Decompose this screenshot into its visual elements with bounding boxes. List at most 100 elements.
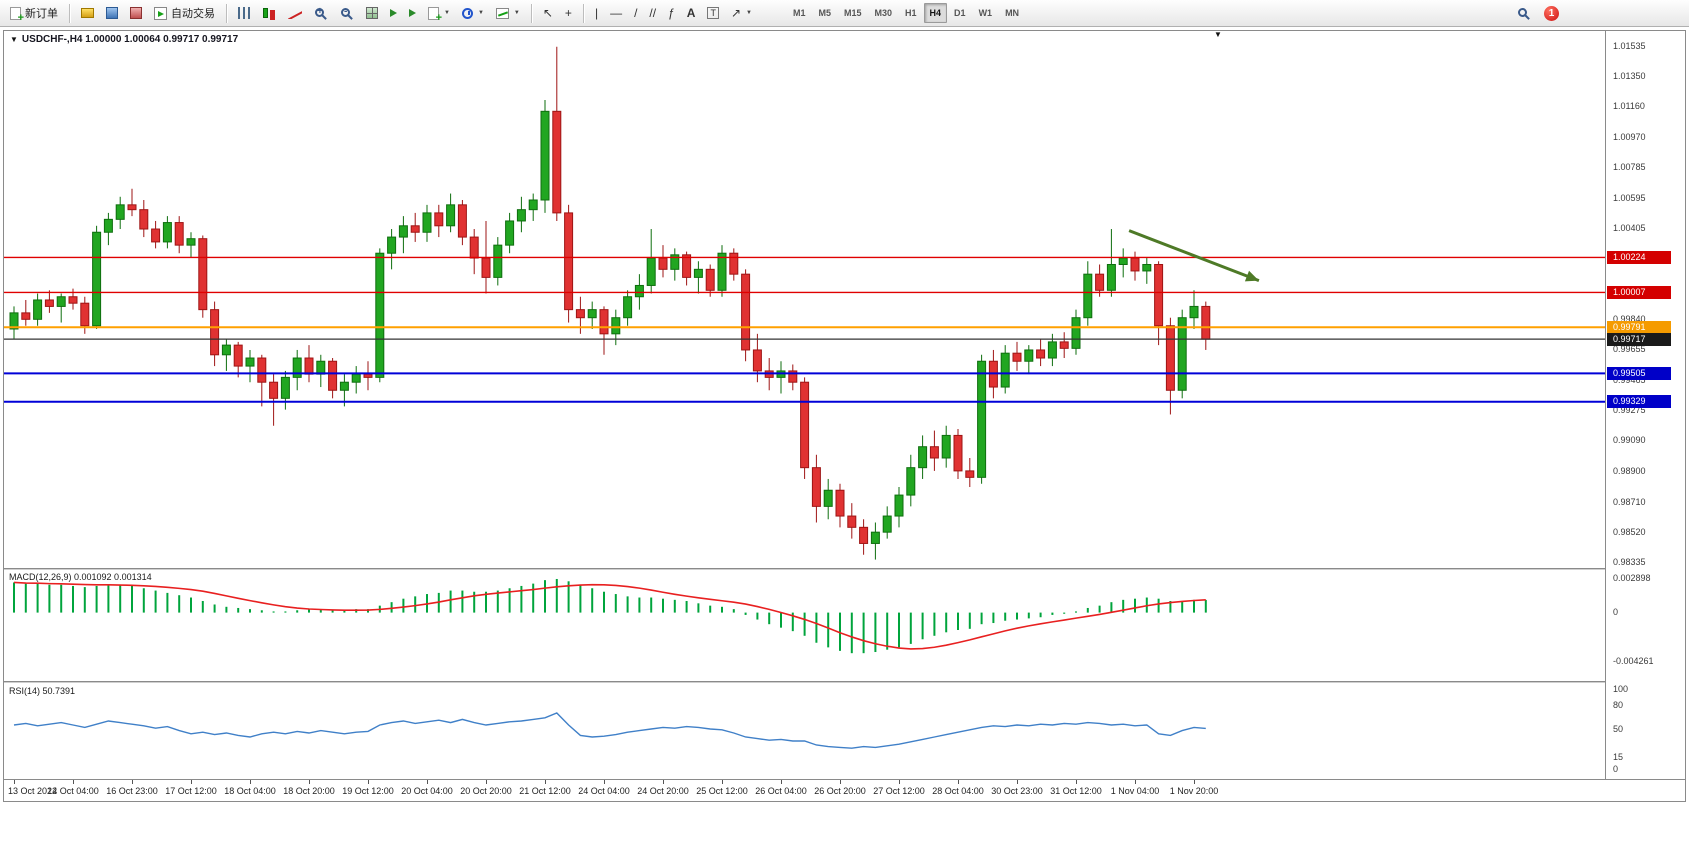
- toolbar-separator: [226, 3, 227, 23]
- timeframe-w1-button[interactable]: W1: [978, 8, 993, 18]
- auto-trading-icon: [154, 6, 167, 20]
- cursor-button[interactable]: ↖: [538, 3, 558, 24]
- rsi-panel[interactable]: [4, 683, 1605, 777]
- chevron-down-icon: ▼: [477, 10, 484, 16]
- search-button[interactable]: [1512, 3, 1536, 24]
- price-axis[interactable]: 1.01535 1.01350 1.01160 1.00970 1.00785 1.005…: [1605, 31, 1685, 779]
- timeframe-group: M1 M5 M15 M30 H1 H4 D1 W1 MN: [787, 3, 1025, 23]
- crosshair-icon: +: [564, 6, 572, 20]
- bar-chart-button[interactable]: [233, 3, 256, 24]
- toolbar-separator: [582, 3, 584, 23]
- crosshair-button[interactable]: +: [560, 3, 577, 24]
- new-order-icon: [10, 6, 24, 24]
- price-axis-label: 0.99655: [1613, 344, 1646, 355]
- horizontal-line-button[interactable]: —: [605, 3, 627, 24]
- time-axis-label: 20 Oct 20:00: [460, 786, 512, 796]
- main-price-chart[interactable]: [4, 31, 1605, 568]
- arrows-button[interactable]: ↗ ▼: [726, 3, 757, 24]
- rsi-axis-label: 50: [1613, 724, 1624, 734]
- macd-panel[interactable]: [4, 570, 1605, 682]
- one-click-trading-icon[interactable]: ▼: [10, 35, 18, 44]
- horizontal-level-lines[interactable]: [4, 256, 1605, 403]
- candlestick-chart-button[interactable]: [258, 3, 281, 24]
- time-axis-tick: [958, 780, 959, 784]
- time-axis-label: 18 Oct 20:00: [283, 786, 335, 796]
- line-chart-button[interactable]: [283, 3, 307, 24]
- time-axis-tick: [73, 780, 74, 784]
- price-level-badge: 1.00007: [1607, 285, 1671, 299]
- time-axis-label: 21 Oct 12:00: [519, 786, 571, 796]
- time-axis-label: 16 Oct 23:00: [106, 786, 158, 796]
- price-axis-label: 1.01350: [1613, 70, 1646, 81]
- timeframe-m1-button[interactable]: M1: [792, 8, 806, 18]
- timeframe-m15-button[interactable]: M15: [843, 8, 862, 18]
- profiles-icon: [81, 8, 94, 18]
- auto-scroll-button[interactable]: [385, 3, 402, 24]
- chart-shift-marker[interactable]: ▼: [1214, 30, 1222, 39]
- vertical-line-button[interactable]: |: [590, 3, 603, 24]
- time-axis-label: 25 Oct 12:00: [696, 786, 748, 796]
- panel-separator[interactable]: [4, 568, 1685, 570]
- time-axis-label: 28 Oct 04:00: [932, 786, 984, 796]
- time-axis-label: 17 Oct 12:00: [165, 786, 217, 796]
- new-chart-button[interactable]: ▼: [423, 3, 455, 24]
- periods-button[interactable]: ▼: [457, 3, 489, 24]
- chevron-down-icon: ▼: [444, 10, 450, 16]
- timeframe-m30-button[interactable]: M30: [874, 8, 893, 18]
- search-icon: [1518, 8, 1527, 17]
- time-axis-label: 24 Oct 20:00: [637, 786, 689, 796]
- time-axis[interactable]: 13 Oct 2022 14 Oct 04:00 16 Oct 23:00 17 Oc…: [4, 779, 1685, 801]
- channel-button[interactable]: //: [644, 3, 661, 24]
- macd-label: MACD(12,26,9) 0.001092 0.001314: [9, 572, 152, 582]
- market-watch-button[interactable]: [101, 3, 123, 24]
- rsi-label: RSI(14) 50.7391: [9, 686, 76, 696]
- zoom-out-button[interactable]: [335, 3, 359, 24]
- trend-arrow-annotation[interactable]: [1128, 229, 1260, 283]
- indicators-icon: [495, 7, 509, 19]
- price-axis-label: 1.00785: [1613, 161, 1646, 172]
- data-window-icon: [130, 7, 142, 19]
- chart-shift-button[interactable]: [404, 3, 421, 24]
- toolbar-separator: [69, 3, 70, 23]
- tile-windows-icon: [366, 7, 378, 19]
- time-axis-tick: [1135, 780, 1136, 784]
- time-axis-tick: [250, 780, 251, 784]
- timeframe-h1-button[interactable]: H1: [905, 8, 917, 18]
- profiles-button[interactable]: [76, 3, 99, 24]
- price-axis-label: 1.00970: [1613, 132, 1646, 143]
- price-axis-label: 0.98335: [1613, 557, 1646, 567]
- tile-windows-button[interactable]: [361, 3, 383, 24]
- chart-shift-icon: [409, 9, 416, 17]
- zoom-out-icon: [341, 6, 350, 17]
- line-chart-icon: [288, 8, 302, 19]
- indicators-button[interactable]: ▼: [491, 3, 525, 24]
- vertical-line-icon: |: [594, 6, 599, 20]
- data-window-button[interactable]: [125, 3, 147, 24]
- auto-trading-button[interactable]: 自动交易: [149, 3, 220, 24]
- macd-histogram: [13, 578, 1207, 654]
- time-axis-tick: [840, 780, 841, 784]
- panel-separator[interactable]: [4, 681, 1685, 683]
- timeframe-d1-button[interactable]: D1: [954, 8, 966, 18]
- cursor-icon: ↖: [542, 6, 553, 20]
- time-axis-tick: [427, 780, 428, 784]
- time-axis-label: 26 Oct 04:00: [755, 786, 807, 796]
- rsi-axis-label: 100: [1613, 684, 1629, 694]
- trendline-button[interactable]: /: [629, 3, 642, 24]
- timeframe-m5-button[interactable]: M5: [818, 8, 831, 18]
- price-axis-label: 0.98900: [1613, 465, 1646, 476]
- new-order-button[interactable]: 新订单: [5, 3, 63, 24]
- timeframe-h4-button[interactable]: H4: [923, 3, 948, 23]
- zoom-in-button[interactable]: [309, 3, 333, 24]
- channel-icon: //: [649, 6, 657, 20]
- notification-badge[interactable]: 1: [1544, 5, 1559, 21]
- timeframe-mn-button[interactable]: MN: [1005, 8, 1020, 18]
- text-button[interactable]: A: [682, 3, 701, 24]
- macd-axis-label: 0: [1613, 606, 1619, 617]
- time-axis-label: 19 Oct 12:00: [342, 786, 394, 796]
- price-axis-label: 1.00595: [1613, 192, 1646, 203]
- fibonacci-button[interactable]: ƒ: [663, 3, 680, 24]
- main-toolbar: 新订单 自动交易 ▼ ▼ ▼ ↖ + | — / // ƒ A T ↗▼ M1M…: [0, 0, 1689, 27]
- text-label-button[interactable]: T: [702, 3, 724, 24]
- rsi-axis-label: 15: [1613, 752, 1624, 762]
